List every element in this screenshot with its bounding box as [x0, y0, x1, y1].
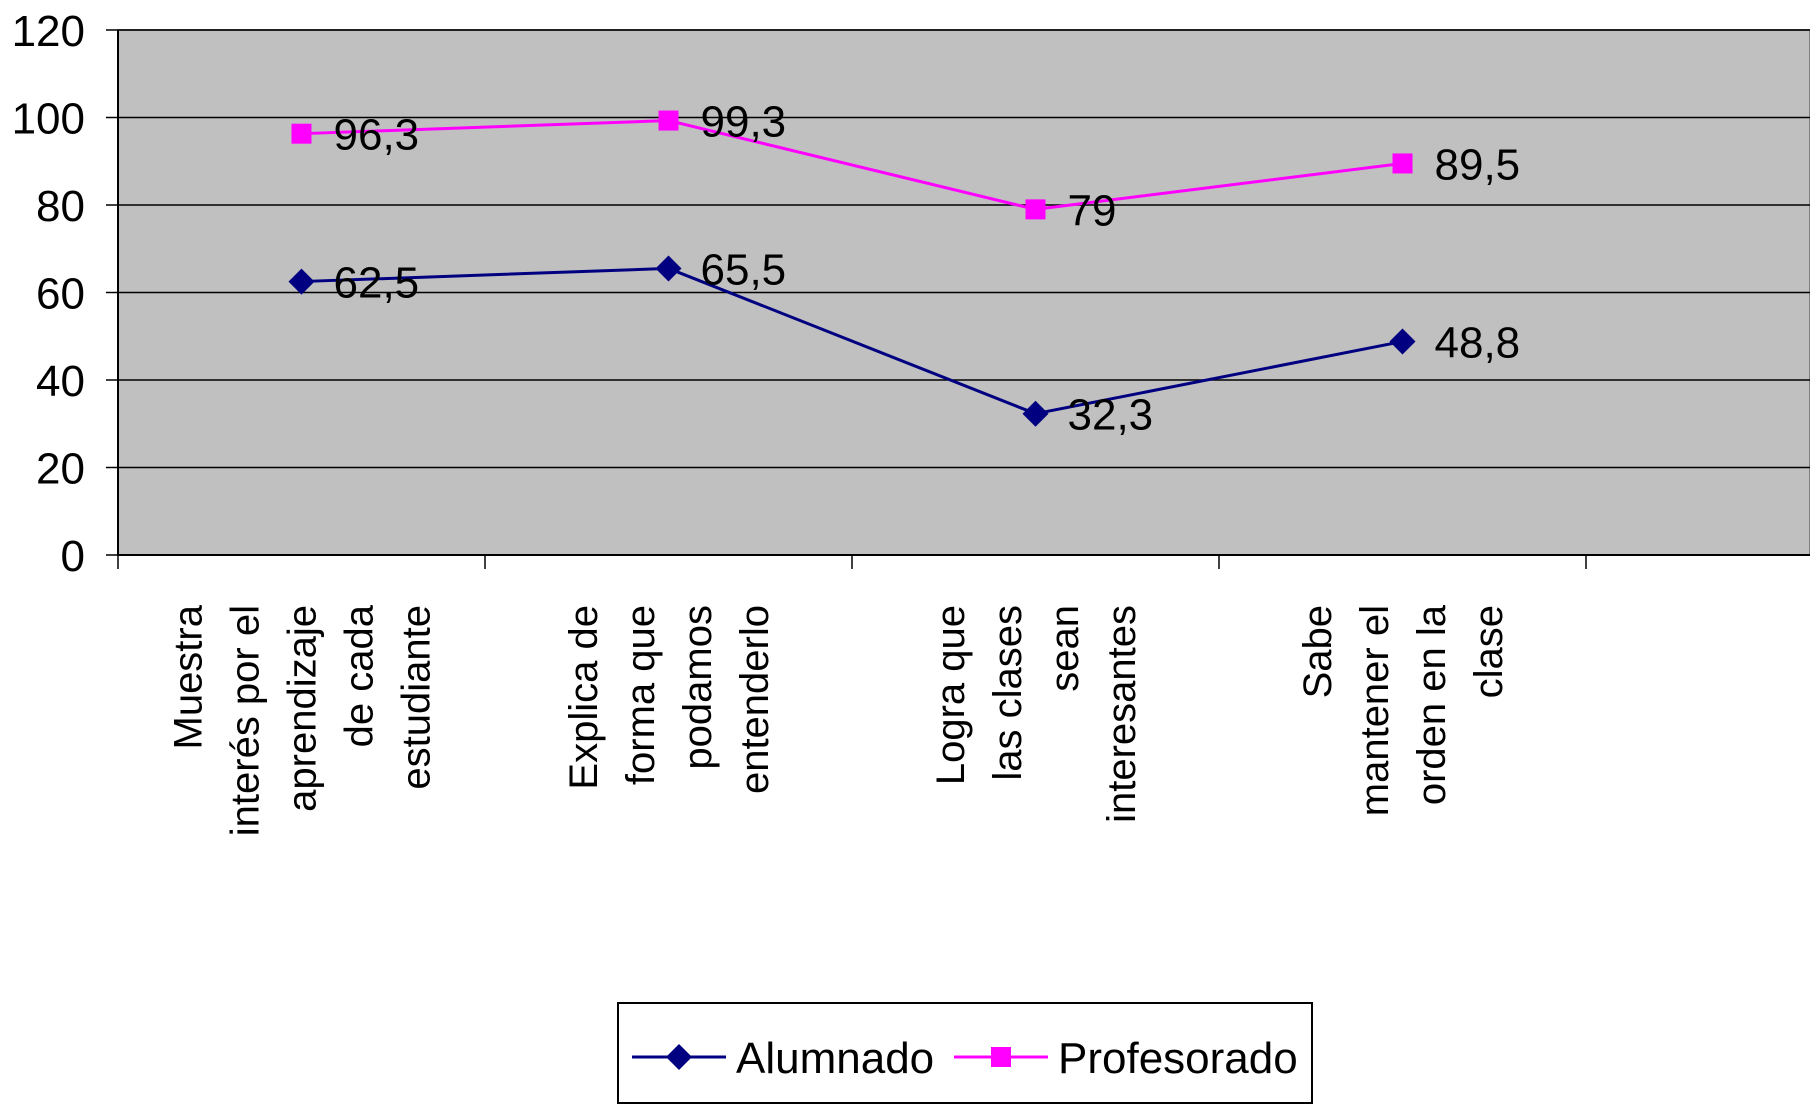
data-labels: 62,5 65,5 32,3 48,8 96,3 99,3 79 89,5 — [334, 98, 1521, 440]
gridlines — [118, 29, 1810, 469]
y-tick-label: 100 — [12, 95, 85, 144]
series-line-alumnado — [301, 266, 1403, 416]
data-point-alumnado — [288, 268, 315, 295]
x-tick-label: orden en la — [1410, 604, 1454, 805]
data-label: 96,3 — [334, 111, 420, 160]
x-tick-label: de cada — [338, 604, 382, 747]
legend-box — [617, 1002, 1313, 1104]
y-tick-label: 40 — [36, 357, 85, 406]
x-tick-labels: Muestra interés por el aprendizaje de cada e… — [167, 604, 1512, 836]
y-tick-label: 20 — [36, 445, 85, 494]
legend-marker — [666, 1044, 692, 1070]
legend-marker — [991, 1047, 1011, 1067]
legend-label: Profesorado — [1058, 1034, 1298, 1083]
x-tick-label: forma que — [619, 605, 663, 785]
y-tick-label: 120 — [12, 7, 85, 56]
data-point-profesorado — [1392, 153, 1413, 174]
legend: Alumnado Profesorado — [617, 1002, 1313, 1104]
axes — [106, 29, 1810, 569]
data-label: 89,5 — [1435, 140, 1521, 189]
data-point-alumnado — [1389, 328, 1416, 355]
x-tick-label: entenderlo — [733, 605, 777, 794]
y-tick-label: 0 — [61, 532, 85, 581]
y-tick-label: 60 — [36, 270, 85, 319]
x-tick-label: podamos — [676, 605, 720, 770]
series-line-profesorado — [301, 119, 1403, 211]
x-tick-label: Sabe — [1296, 605, 1340, 698]
data-point-profesorado — [291, 123, 312, 144]
y-tick-label: 80 — [36, 182, 85, 231]
data-point-alumnado — [1022, 400, 1049, 427]
data-label: 62,5 — [334, 259, 420, 308]
x-tick-label: aprendizaje — [281, 605, 325, 812]
x-tick-label: Explica de — [562, 605, 606, 790]
series — [288, 110, 1416, 427]
x-tick-label: estudiante — [395, 605, 439, 790]
data-point-profesorado — [1025, 199, 1046, 220]
x-tick-label: interés por el — [224, 605, 268, 836]
x-tick-label: mantener el — [1353, 605, 1397, 816]
data-point-alumnado — [655, 255, 682, 282]
x-tick-label: interesantes — [1100, 605, 1144, 823]
data-point-profesorado — [658, 110, 679, 131]
data-label: 65,5 — [701, 245, 787, 294]
x-tick-label: clase — [1467, 605, 1511, 698]
data-label: 99,3 — [701, 98, 787, 147]
x-tick-label: las clases — [986, 605, 1030, 781]
data-label: 79 — [1068, 186, 1117, 235]
legend-label: Alumnado — [736, 1034, 934, 1083]
data-label: 48,8 — [1435, 319, 1521, 368]
y-tick-labels: 0 20 40 60 80 100 120 — [12, 7, 85, 581]
x-tick-label: Muestra — [167, 604, 211, 749]
x-tick-label: Logra que — [929, 605, 973, 785]
x-tick-label: sean — [1043, 605, 1087, 692]
data-label: 32,3 — [1068, 391, 1154, 440]
